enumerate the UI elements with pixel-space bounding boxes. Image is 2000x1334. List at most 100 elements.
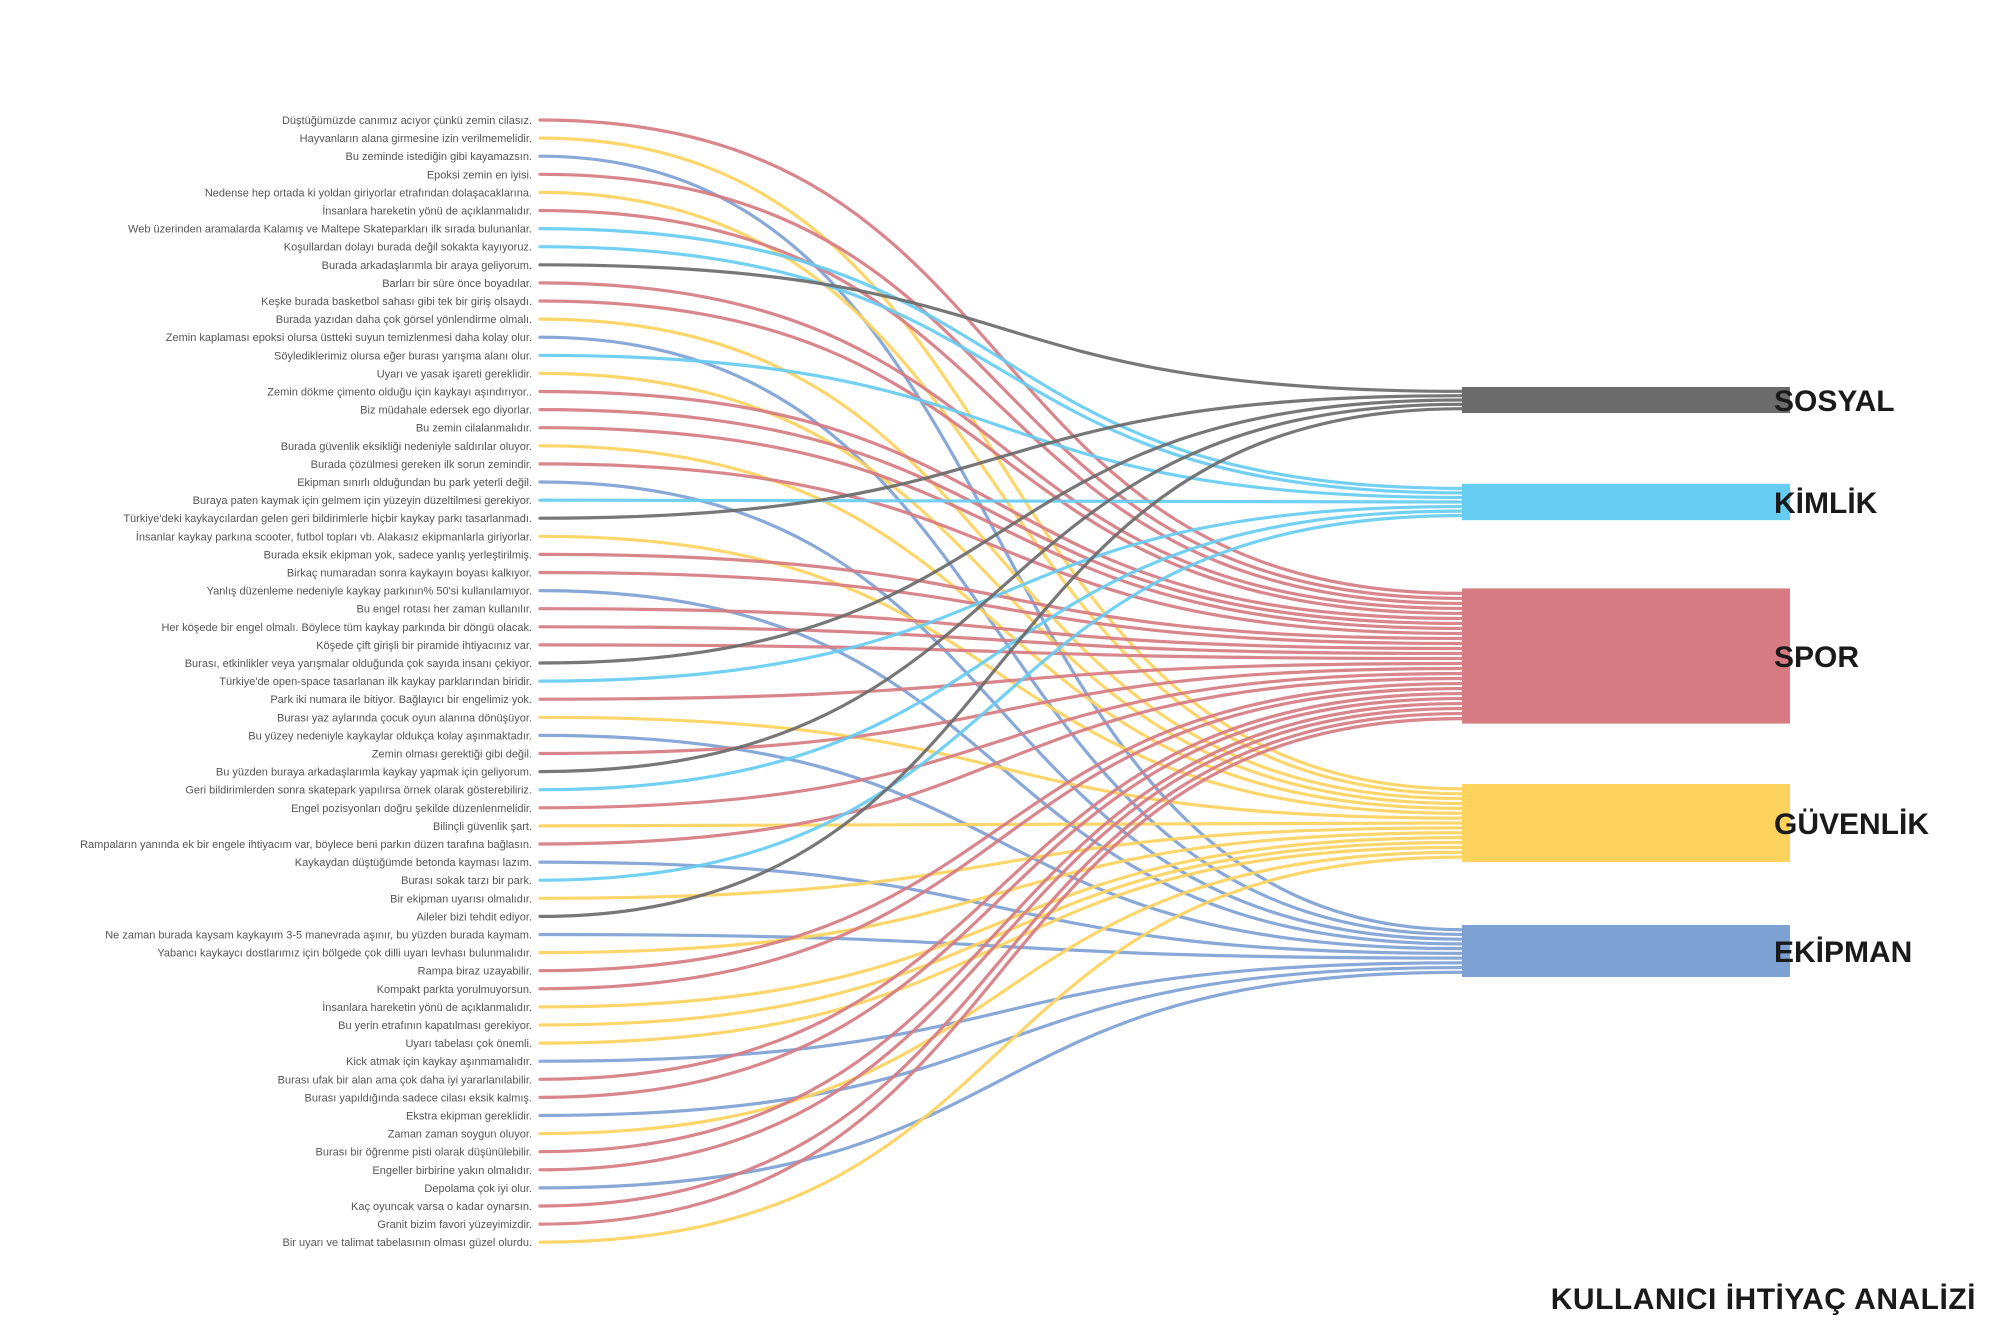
flow-link [538,706,1464,1172]
quote-label: Bu zeminde istediğin gibi kayamazsın. [346,151,532,163]
flow-link [538,671,1464,810]
flow-link [538,855,1464,1244]
quote-label: Zemin olması gerektiği gibi değil. [372,749,532,761]
flow-link [538,534,1464,815]
quote-label: Ekstra ekipman gereklidir. [406,1111,532,1123]
flow-link [538,398,1464,665]
flow-link [538,190,1464,796]
flow-link [538,245,1464,495]
flow-link [538,625,1464,656]
flow-link [538,509,1464,792]
chart-title: KULLANICI İHTİYAÇ ANALİZİ [1550,1283,1976,1316]
quote-label: Burası sokak tarzı bir park. [401,875,532,887]
flow-link [538,860,1464,955]
quote-label: Kaç oyuncak varsa o kadar oynarsın. [351,1201,532,1213]
quote-label: Rampa biraz uzayabilir. [418,966,532,978]
category-label: SOSYAL [1774,385,1895,418]
quote-label: Kick atmak için kaykay aşınmamalıdır. [346,1056,532,1068]
flow-link [538,504,1464,683]
flow-link [538,715,1464,820]
quote-label: Türkiye'de open-space tasarlanan ilk kay… [219,676,532,688]
flow-link [538,426,1464,631]
quote-label: Hayvanların alana girmesine izin verilme… [300,133,532,145]
flow-link [538,227,1464,490]
category-bar [1462,588,1790,724]
flow-link [538,394,1464,520]
quote-label: İnsanlara hareketin yönü de açıklanmalıd… [322,205,532,218]
category-bar [1462,387,1790,413]
category-label: KİMLİK [1774,487,1878,520]
quote-label: Burada yazıdan daha çok görsel yönlendir… [276,314,532,326]
quote-label: Granit bizim favori yüzeyimizdir. [377,1219,532,1231]
quote-label: Epoksi zemin en iyisi. [427,169,532,181]
quote-label: Birkaç numaradan sonra kaykayın boyası k… [287,568,532,580]
quote-label: Bilinçli güvenlik şart. [433,821,532,833]
quote-label: Her köşede bir engel olmalı. Böylece tüm… [161,622,532,634]
quote-label: Burada çözülmesi gereken ilk sorun zemin… [311,459,532,471]
quote-label: Kompakt parkta yorulmuyorsun. [377,984,532,996]
flow-link [538,681,1464,973]
flow-link [538,831,1464,955]
category-bar [1462,483,1790,521]
flow-link [538,965,1464,1118]
quote-label: Köşede çift girişli bir piramide ihtiyac… [316,640,532,652]
quote-label: Yabancı kaykaycı dostlarımız için bölged… [157,948,532,960]
category-bars [1462,387,1790,977]
flow-link [538,821,1464,828]
category-label: EKİPMAN [1774,936,1912,969]
quote-label: Engel pozisyonları doğru şekilde düzenle… [291,803,532,815]
quote-label: Burası yaz aylarında çocuk oyun alanına … [277,712,532,724]
quote-label: Kaykaydan düştüğümde betonda kayması laz… [295,857,532,869]
quote-label: Geri bildirimlerden sonra skatepark yapı… [185,785,532,797]
flow-link [538,840,1464,1027]
quote-label: Keşke burada basketbol sahası gibi tek b… [261,296,532,308]
flow-link [538,408,1464,626]
flow-link [538,335,1464,937]
category-label: SPOR [1774,641,1859,674]
flow-link [538,676,1464,846]
flow-link [538,850,1464,1136]
quote-label: Burası bir öğrenme pisti olarak düşünüle… [316,1147,532,1159]
flow-link [538,661,1464,701]
quote-label: Burada arkadaşlarımla bir araya geliyoru… [322,260,532,272]
quote-label: Uyarı ve yasak işareti gereklidir. [377,368,532,380]
quote-label: Buraya paten kaymak için gelmem için yüz… [193,495,532,507]
flow-link [538,701,1464,1154]
quote-label: Zaman zaman soygun oluyor. [388,1129,532,1141]
quote-label: Zemin dökme çimento olduğu için kaykayı … [267,387,532,399]
quote-label: Yanlış düzenleme nedeniyle kaykay parkın… [207,586,532,598]
quote-label: Söylediklerimiz olursa eğer burası yarış… [274,350,532,362]
flow-link [538,570,1464,646]
flow-link [538,514,1464,882]
quote-label: Burası yapıldığında sadece cilası eksik … [305,1092,532,1104]
flow-link [538,836,1464,1009]
quote-label: Bir ekipman uyarısı olmalıdır. [390,893,532,905]
flow-link [538,317,1464,801]
flow-link [538,691,1464,1081]
flow-link [538,208,1464,606]
flow-link [538,389,1464,621]
flow-link [538,402,1464,774]
flow-link [538,353,1464,500]
quote-label: Bu zemin cilalanmalıdır. [416,423,532,435]
quote-label: Burada eksik ekipman yok, sadece yanlış … [264,549,532,561]
flow-link [538,607,1464,651]
quote-label: Bu yüzey nedeniyle kaykaylar oldukça kol… [248,730,532,742]
category-bar [1462,784,1790,862]
quote-label: Burası, etkinlikler veya yarışmalar oldu… [185,658,532,670]
flow-links [538,118,1464,1244]
quote-label: Burası ufak bir alan ama çok daha iyi ya… [278,1074,532,1086]
flow-link [538,407,1464,918]
flow-link [538,716,1464,1226]
quote-label: Park iki numara ile bitiyor. Bağlayıcı b… [270,694,532,706]
flow-link [538,696,1464,1099]
quote-label: Rampaların yanında ek bir engele ihtiyac… [80,839,532,851]
category-bar [1462,925,1790,977]
quote-label: Biz müdahale edersek ego diyorlar. [360,405,532,417]
category-label: GÜVENLİK [1774,808,1929,841]
flow-link [538,686,1464,991]
flow-link [538,462,1464,636]
quote-label: Depolama çok iyi olur. [424,1183,532,1195]
flow-link [538,281,1464,611]
